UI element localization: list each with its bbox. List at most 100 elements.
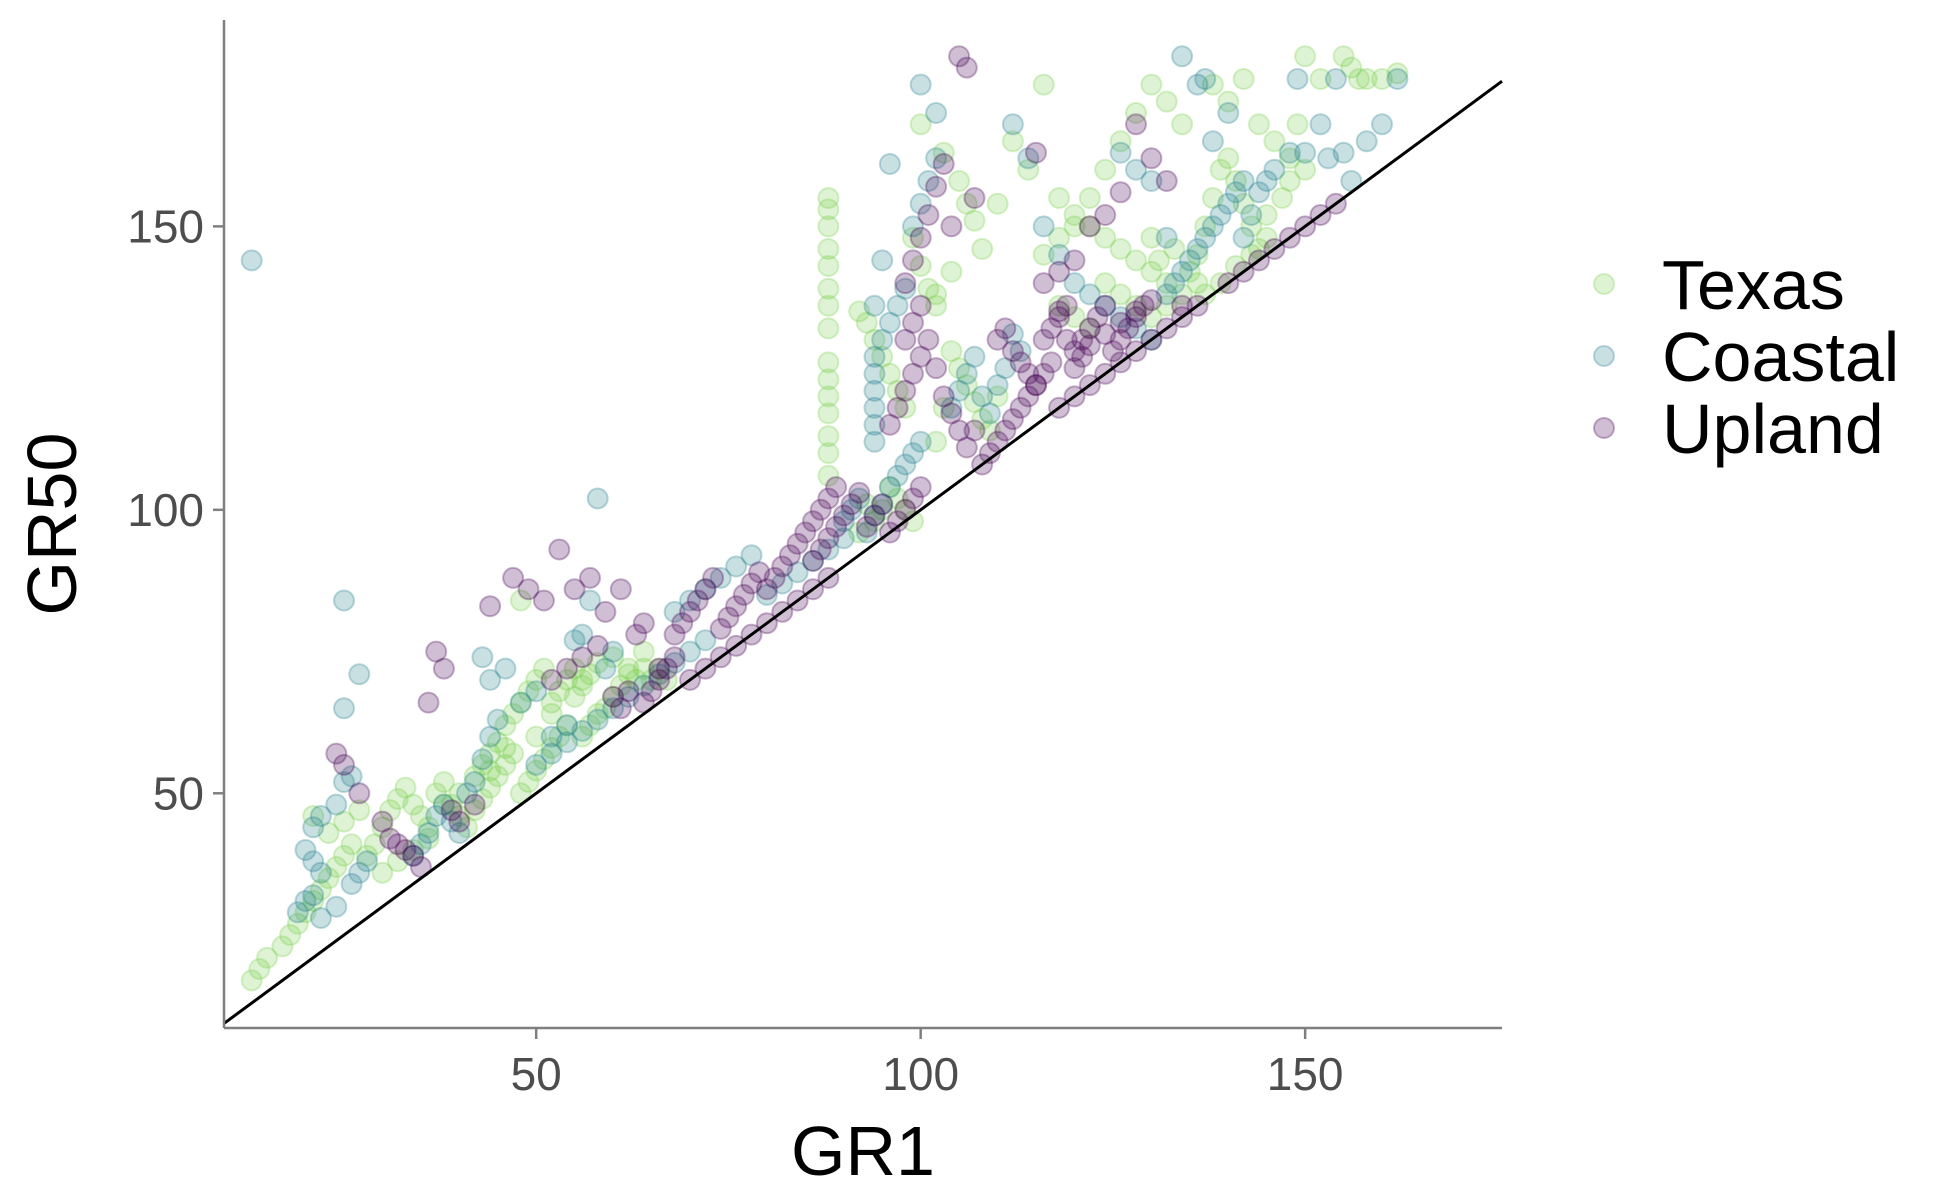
point-coastal-129: [1155, 283, 1178, 306]
point-upland-2: [348, 782, 371, 805]
point-texas-100: [817, 402, 840, 425]
point-texas-152: [1048, 294, 1071, 317]
point-texas-3: [271, 935, 294, 958]
point-coastal-10: [302, 850, 325, 873]
point-upland-12: [440, 799, 463, 822]
point-upland-29: [556, 657, 578, 680]
point-texas-53: [502, 702, 525, 725]
point-coastal-109: [1001, 113, 1024, 136]
point-upland-33: [609, 697, 632, 720]
point-upland-105: [925, 357, 948, 380]
point-texas-30: [425, 782, 448, 805]
point-texas-182: [1201, 73, 1224, 96]
point-texas-31: [432, 771, 455, 793]
point-coastal-45: [525, 753, 548, 776]
point-coastal-76: [886, 464, 909, 487]
point-texas-93: [817, 255, 840, 277]
point-texas-188: [1294, 158, 1317, 181]
point-texas-63: [579, 714, 601, 737]
point-coastal-135: [1201, 215, 1224, 238]
point-coastal-134: [1194, 226, 1217, 249]
point-upland-7: [402, 844, 425, 867]
point-texas-70: [602, 685, 625, 708]
point-coastal-152: [1386, 68, 1409, 90]
point-texas-24: [409, 805, 432, 827]
point-coastal-112: [1048, 243, 1071, 266]
point-coastal-26: [448, 822, 471, 844]
point-upland-150: [1132, 294, 1155, 317]
point-texas-102: [817, 442, 840, 465]
point-coastal-29: [471, 748, 494, 771]
point-texas-69: [594, 697, 617, 720]
point-texas-200: [1163, 238, 1186, 260]
point-upland-38: [655, 657, 678, 680]
point-texas-193: [1340, 56, 1363, 79]
point-texas-104: [848, 300, 871, 323]
point-texas-123: [909, 113, 932, 136]
point-texas-186: [1263, 130, 1286, 153]
point-texas-74: [632, 657, 655, 680]
point-upland-147: [1109, 328, 1132, 351]
series-coastal: [240, 45, 1409, 929]
point-coastal-88: [886, 294, 909, 317]
reference-line-layer: [223, 80, 1503, 1025]
point-upland-156: [1109, 181, 1132, 204]
point-upland-64: [778, 544, 801, 567]
point-coastal-154: [1286, 68, 1309, 90]
point-texas-161: [1186, 272, 1209, 295]
point-upland-68: [809, 498, 832, 521]
point-texas-150: [1140, 260, 1163, 283]
point-upland-69: [817, 487, 840, 510]
point-texas-43: [494, 753, 517, 776]
point-texas-138: [986, 385, 1009, 408]
point-upland-145: [1094, 294, 1117, 317]
point-texas-16: [348, 799, 371, 822]
point-upland-165: [1078, 334, 1101, 357]
point-coastal-2: [348, 663, 371, 686]
point-upland-26: [648, 657, 671, 680]
point-texas-50: [548, 725, 571, 748]
point-texas-57: [532, 657, 555, 680]
point-texas-2: [256, 946, 279, 969]
point-texas-141: [1001, 130, 1024, 153]
point-upland-27: [663, 646, 686, 669]
point-upland-143: [1078, 317, 1101, 340]
point-upland-63: [771, 555, 794, 578]
x-tick-label-100: 100: [882, 1048, 959, 1100]
point-coastal-141: [1248, 181, 1270, 204]
point-coastal-57: [663, 600, 686, 623]
point-coastal-18: [348, 861, 371, 884]
point-coastal-100: [948, 379, 971, 402]
point-coastal-137: [1217, 192, 1240, 215]
point-upland-151: [1032, 272, 1055, 295]
point-coastal-103: [971, 385, 994, 408]
point-coastal-111: [1032, 215, 1055, 238]
point-coastal-87: [878, 311, 901, 334]
point-texas-127: [963, 209, 986, 232]
point-coastal-90: [902, 215, 924, 238]
point-coastal-21: [409, 833, 432, 856]
point-upland-15: [479, 595, 502, 618]
point-coastal-24: [432, 793, 455, 816]
point-texas-183: [1217, 90, 1240, 113]
point-upland-118: [1025, 374, 1047, 397]
point-upland-169: [1140, 289, 1163, 312]
point-texas-167: [1109, 130, 1132, 153]
point-coastal-34: [494, 657, 517, 680]
axes-layer: [222, 20, 1502, 1030]
legend-key-texas: [1593, 273, 1615, 295]
point-upland-168: [1125, 300, 1147, 323]
point-coastal-72: [855, 521, 878, 544]
point-texas-134: [955, 374, 978, 397]
point-upland-78: [855, 515, 878, 538]
point-texas-177: [1224, 170, 1247, 192]
point-texas-83: [540, 702, 563, 725]
point-texas-14: [317, 822, 340, 844]
x-axis-title: GR1: [791, 1112, 935, 1190]
point-coastal-0: [240, 249, 263, 272]
point-texas-49: [540, 736, 563, 759]
point-texas-95: [817, 294, 840, 317]
point-coastal-146: [1309, 113, 1332, 136]
point-coastal-37: [540, 725, 563, 748]
